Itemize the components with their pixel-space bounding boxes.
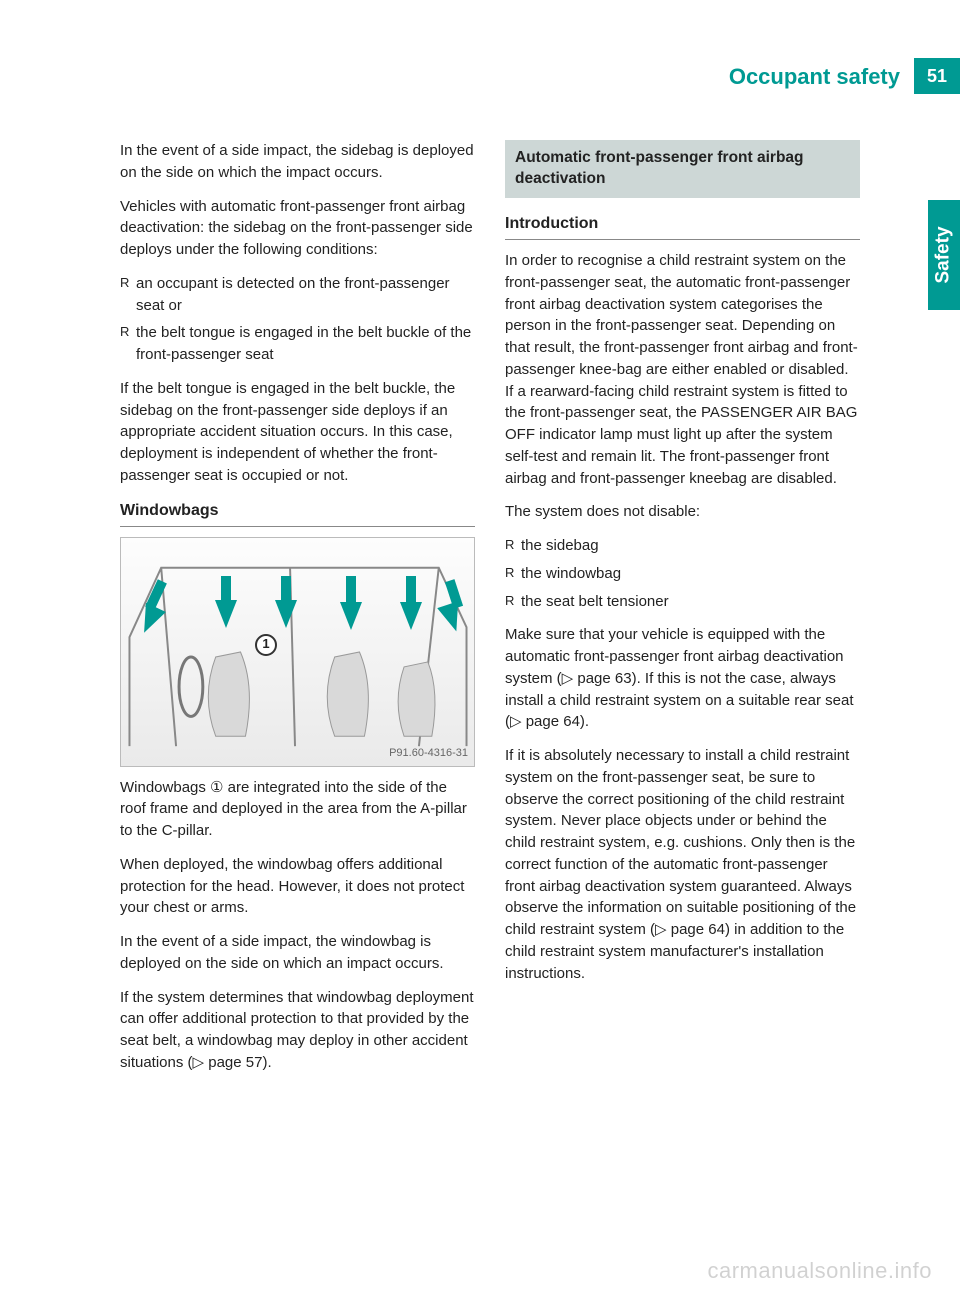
body-text: Make sure that your vehicle is equipped …: [505, 624, 860, 733]
bullet-list: an occupant is detected on the front-pas…: [120, 273, 475, 366]
body-text: In the event of a side impact, the windo…: [120, 931, 475, 975]
bullet-list: the sidebag the windowbag the seat belt …: [505, 535, 860, 612]
manual-page: Occupant safety 51 Safety In the event o…: [0, 0, 960, 1302]
subheading-introduction: Introduction: [505, 212, 860, 240]
list-item: the windowbag: [505, 563, 860, 585]
airbag-arrow-icon: [340, 602, 362, 630]
section-title: Occupant safety: [729, 58, 914, 94]
figure-callout: 1: [255, 634, 277, 656]
airbag-arrow-icon: [275, 600, 297, 628]
list-item: the seat belt tensioner: [505, 591, 860, 613]
airbag-arrow-icon: [400, 602, 422, 630]
body-text: In the event of a side impact, the sideb…: [120, 140, 475, 184]
left-column: In the event of a side impact, the sideb…: [120, 140, 475, 1086]
chapter-tab: Safety: [928, 200, 960, 310]
figure-reference-label: P91.60-4316-31: [389, 746, 468, 762]
windowbag-figure: 1 P91.60-4316-31: [120, 537, 475, 767]
chapter-tab-label: Safety: [933, 226, 955, 283]
page-number: 51: [914, 58, 960, 94]
list-item: an occupant is detected on the front-pas…: [120, 273, 475, 317]
subheading-windowbags: Windowbags: [120, 499, 475, 527]
watermark-text: carmanualsonline.info: [707, 1258, 932, 1284]
right-column: Automatic front-passenger front airbag d…: [505, 140, 860, 1086]
body-text: Windowbags ① are integrated into the sid…: [120, 777, 475, 842]
body-text: If the belt tongue is engaged in the bel…: [120, 378, 475, 487]
car-interior-illustration: [121, 538, 474, 766]
body-text: The system does not disable:: [505, 501, 860, 523]
airbag-arrow-icon: [215, 600, 237, 628]
body-text: When deployed, the windowbag offers addi…: [120, 854, 475, 919]
body-text: Vehicles with automatic front-passenger …: [120, 196, 475, 261]
body-text: If the system determines that windowbag …: [120, 987, 475, 1074]
body-text: In order to recognise a child restraint …: [505, 250, 860, 489]
section-heading-box: Automatic front-passenger front airbag d…: [505, 140, 860, 198]
list-item: the sidebag: [505, 535, 860, 557]
body-text: If it is absolutely necessary to install…: [505, 745, 860, 984]
content-columns: In the event of a side impact, the sideb…: [120, 140, 860, 1086]
list-item: the belt tongue is engaged in the belt b…: [120, 322, 475, 366]
page-header: Occupant safety 51: [729, 58, 960, 94]
